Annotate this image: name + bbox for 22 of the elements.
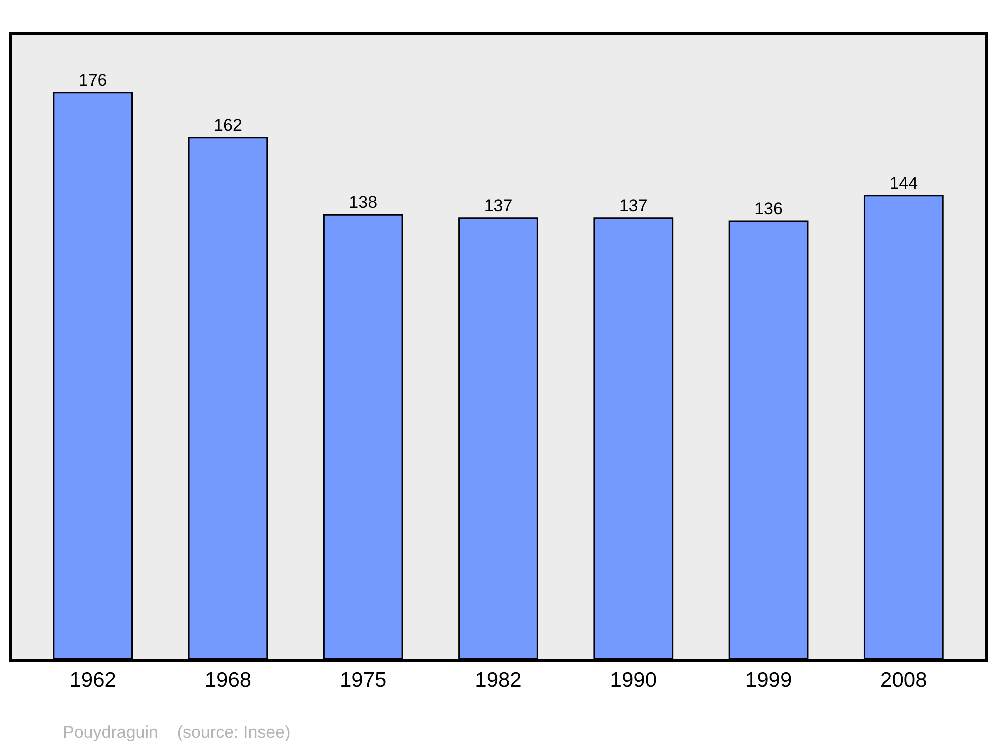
text: Pouydraguin (source: Insee) bbox=[63, 723, 291, 742]
data-label: 136 bbox=[754, 200, 783, 219]
data-label: 138 bbox=[349, 193, 378, 212]
bar bbox=[323, 214, 404, 659]
bar bbox=[864, 195, 944, 659]
x-tick-label: 1990 bbox=[610, 668, 657, 692]
bar bbox=[728, 220, 809, 659]
x-tick-label: 1982 bbox=[475, 668, 522, 692]
data-label: 162 bbox=[214, 116, 242, 135]
x-tick-label: 1962 bbox=[70, 668, 116, 692]
data-label: 144 bbox=[890, 174, 918, 193]
x-tick-label: 1968 bbox=[204, 668, 252, 692]
x-tick-label: 1999 bbox=[745, 668, 792, 692]
bar bbox=[458, 218, 538, 659]
x-tick-label: 1975 bbox=[340, 668, 387, 692]
bar bbox=[53, 92, 134, 659]
bar bbox=[188, 137, 268, 659]
x-tick-label: 2008 bbox=[880, 668, 928, 692]
bar bbox=[594, 218, 674, 659]
data-label: 137 bbox=[619, 196, 648, 216]
data-label: 176 bbox=[78, 70, 108, 90]
data-label: 137 bbox=[484, 196, 513, 216]
